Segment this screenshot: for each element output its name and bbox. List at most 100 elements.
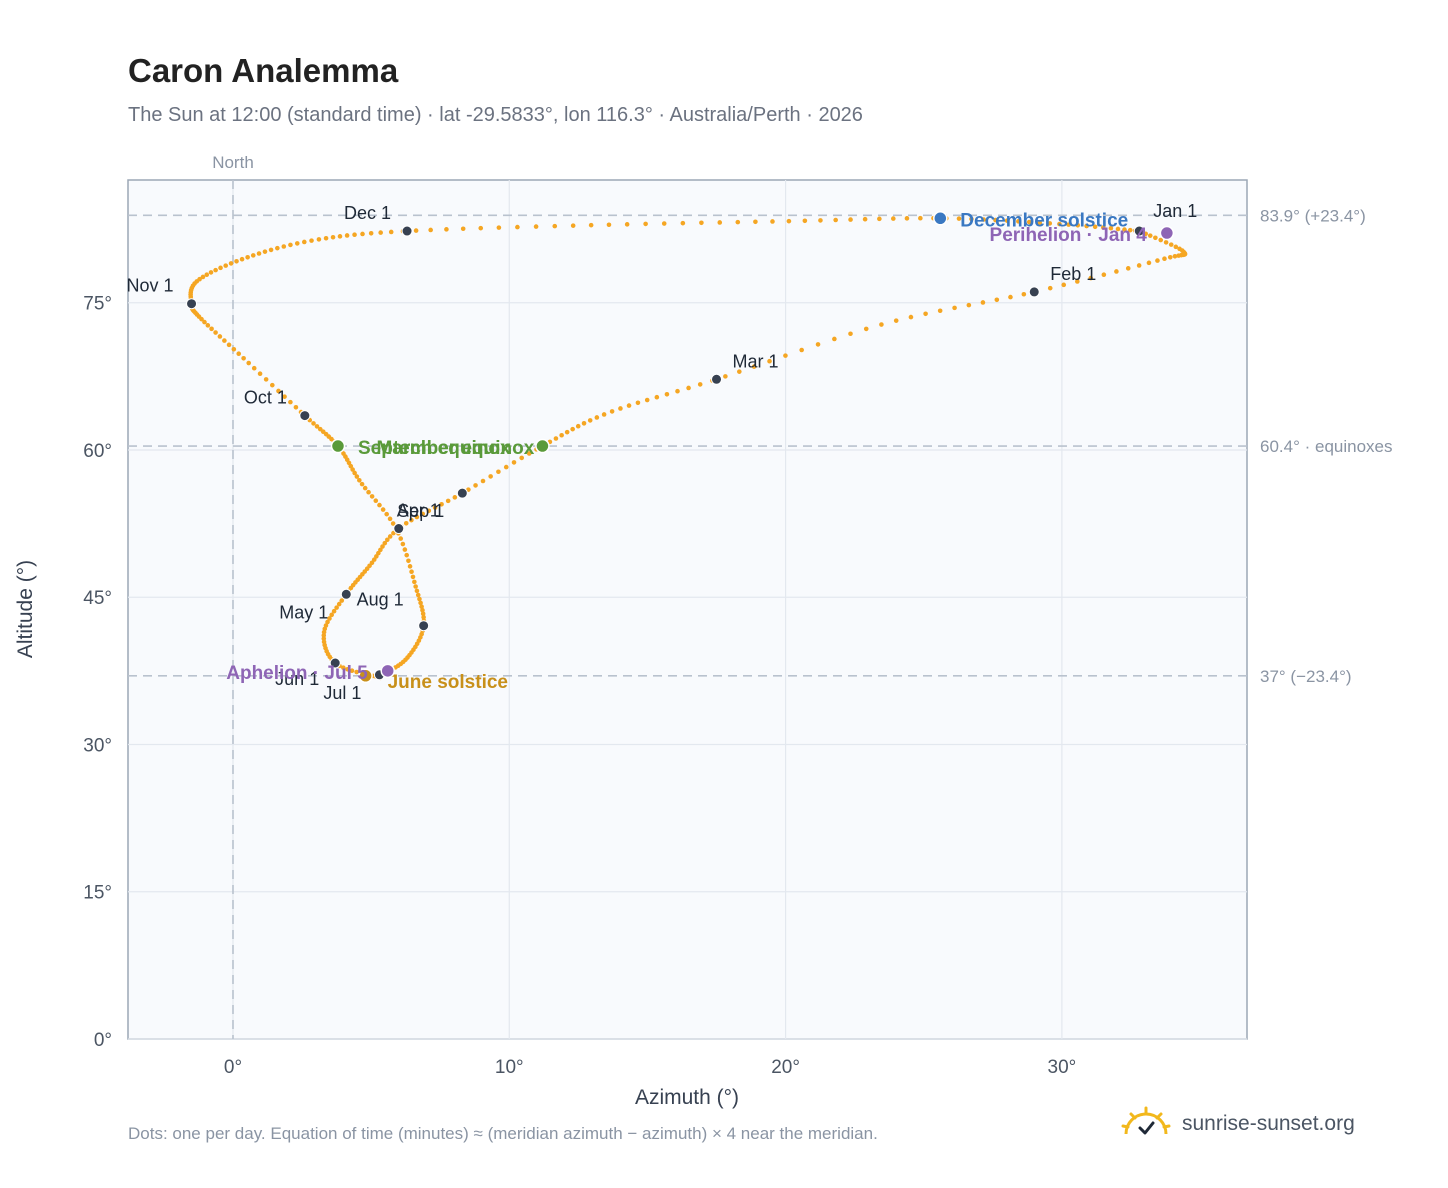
day-dot [893, 318, 899, 323]
perihelion-marker-label: Perihelion · Jan 4 [990, 225, 1148, 246]
day-dot [862, 216, 868, 222]
y-tick-label: 30° [83, 735, 112, 756]
day-dot [994, 297, 1000, 303]
month-marker-label: Dec 1 [344, 203, 391, 223]
perihelion-marker [1159, 225, 1175, 241]
day-dot [257, 371, 263, 376]
day-dot [414, 514, 420, 520]
day-dot [350, 467, 355, 472]
grid [128, 180, 1247, 1040]
month-marker [393, 523, 405, 535]
day-dot [378, 547, 383, 553]
day-dot [445, 498, 451, 504]
day-dot [480, 478, 486, 484]
day-dot [723, 374, 728, 379]
day-dot [245, 254, 250, 260]
day-dot [1162, 256, 1167, 261]
day-dot [952, 305, 957, 311]
day-dot [218, 265, 223, 271]
solstice-marker [358, 668, 373, 684]
brand-name: sunrise-sunset.org [1182, 1112, 1355, 1135]
month-marker [401, 225, 413, 237]
day-dot [770, 219, 775, 224]
day-dot [432, 505, 438, 510]
day-dot [349, 668, 355, 674]
day-dot [320, 429, 326, 435]
day-dot [222, 338, 227, 343]
chart-subtitle: The Sun at 12:00 (standard time) · lat -… [128, 104, 863, 126]
day-dot [354, 474, 360, 479]
day-dot [301, 239, 307, 245]
month-marker-label: Jan 1 [1153, 201, 1197, 221]
reference-line-label: 60.4° · equinoxes [1260, 437, 1393, 456]
day-dot [1021, 291, 1027, 297]
day-dot [1114, 269, 1119, 274]
day-dot [680, 220, 686, 226]
brand[interactable]: sunrise-sunset.org [1120, 1104, 1355, 1144]
day-dot [316, 237, 322, 242]
day-dot [330, 234, 336, 240]
day-dot [329, 612, 334, 618]
day-dot [1147, 233, 1153, 238]
day-dot [452, 495, 458, 500]
day-dot [697, 382, 703, 387]
x-tick-label: 20° [771, 1057, 800, 1078]
day-dot [357, 477, 362, 483]
day-dot [675, 388, 680, 394]
day-dot [552, 223, 558, 229]
day-dot [799, 347, 804, 353]
day-dot [1136, 263, 1142, 268]
footnote: Dots: one per day. Equation of time (min… [128, 1124, 878, 1143]
day-dot [786, 218, 792, 224]
day-dot [270, 382, 275, 388]
day-dot [377, 502, 382, 508]
day-dot [1047, 221, 1053, 226]
day-dot [208, 270, 214, 275]
day-dot [1026, 219, 1032, 225]
month-marker [329, 657, 341, 669]
solstice-marker-label: December solstice [960, 210, 1128, 231]
day-dot [234, 258, 239, 264]
day-dot [288, 242, 293, 248]
day-dot [341, 665, 346, 670]
day-dot [263, 377, 269, 382]
day-dot [205, 323, 211, 328]
day-dot [417, 596, 422, 602]
day-dot [594, 415, 600, 420]
day-dot [587, 418, 593, 423]
day-dot [369, 494, 375, 499]
aphelion-marker-label: Aphelion · Jul 5 [226, 663, 368, 684]
day-dot [717, 220, 723, 225]
day-dot [268, 247, 274, 253]
day-dot [409, 569, 414, 575]
day-dot [737, 369, 742, 374]
day-dot [664, 391, 670, 397]
day-dot [402, 547, 408, 552]
day-dot [419, 604, 424, 609]
equinox-marker-label: March equinox [376, 438, 511, 459]
day-dot [323, 235, 329, 241]
day-dot [1037, 220, 1043, 226]
month-marker-label: Oct 1 [244, 388, 287, 408]
day-dot [496, 225, 502, 230]
day-dot [575, 423, 581, 429]
day-dot [250, 253, 256, 258]
day-dot [314, 424, 320, 429]
day-dot [1173, 244, 1179, 250]
day-dot [352, 232, 357, 237]
day-dot [275, 245, 280, 251]
day-dot [359, 481, 365, 487]
day-dot [352, 470, 357, 476]
day-dot [387, 534, 393, 539]
day-dot [213, 267, 218, 273]
day-dot [344, 233, 350, 238]
plot-area [127, 179, 1248, 1040]
chart-title: Caron Analemma [128, 52, 399, 89]
day-dot [526, 451, 532, 456]
day-dot [570, 426, 575, 432]
day-dot [241, 355, 246, 361]
day-dot [281, 244, 287, 249]
day-dot [1122, 227, 1127, 232]
